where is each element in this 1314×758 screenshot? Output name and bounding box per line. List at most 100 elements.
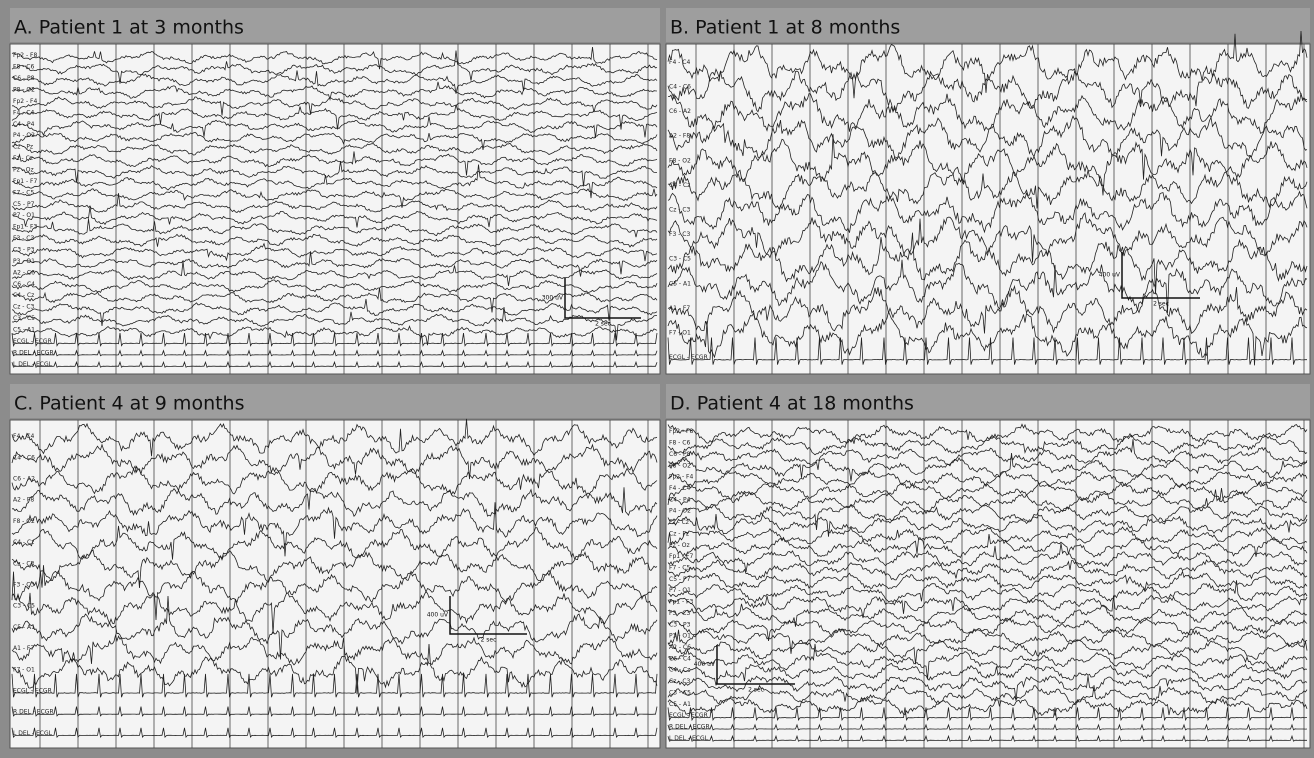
eeg-trace: [11, 727, 658, 739]
channel-label: C4 - Cz: [13, 292, 34, 299]
panel: C. Patient 4 at 9 months F4 - C4 C4 - C6 C6…: [9, 384, 661, 749]
eeg-trace: [667, 543, 1308, 573]
channel-label: C4 - P4: [13, 121, 35, 128]
scale-amplitude: 400 uV: [1099, 272, 1121, 279]
eeg-trace: [11, 164, 658, 199]
eeg-trace: [11, 325, 658, 346]
channel-label: C3 - C5: [669, 256, 691, 263]
scale-time: 2 sec: [595, 321, 611, 328]
channel-label: A1 - F7: [669, 305, 690, 312]
channel-label: Fp1 - F3: [669, 599, 694, 606]
eeg-trace: [11, 418, 658, 457]
eeg-trace: [667, 134, 1308, 196]
eeg-trace: [11, 116, 658, 139]
eeg-trace: [667, 232, 1308, 295]
eeg-trace: [11, 218, 658, 238]
eeg-trace: [11, 233, 658, 248]
eeg-trace: [667, 337, 1308, 365]
eeg-trace: [11, 333, 658, 347]
eeg-trace: [11, 46, 658, 70]
eeg-trace: [667, 310, 1308, 366]
channel-label: Fz - Cz: [13, 155, 33, 162]
channel-label: C5 - A1: [669, 701, 691, 708]
eeg-trace: [11, 50, 658, 84]
channel-label: F7 - O1: [13, 666, 35, 673]
channel-label: P3 - O1: [13, 258, 35, 265]
panel-title: D. Patient 4 at 18 months: [670, 393, 914, 415]
scale-time: 2 sec: [748, 687, 764, 694]
scale-bar: [716, 645, 795, 685]
channel-label: Pz - Oz: [13, 167, 34, 174]
channel-label: Fz - Cz: [669, 519, 689, 526]
channel-label: C4 - Cz: [669, 182, 690, 189]
channel-label: C6 - P8: [13, 75, 35, 82]
channel-label: C5 - P7: [669, 576, 691, 583]
channel-label: Cz - Pz: [13, 144, 33, 151]
eeg-trace: [667, 498, 1308, 531]
eeg-trace: [11, 151, 658, 176]
eeg-trace: [11, 287, 658, 313]
eeg-trace: [667, 30, 1308, 99]
eeg-trace: [11, 81, 658, 101]
eeg-trace: [11, 188, 658, 208]
scale-bar: [564, 278, 641, 319]
eeg-trace: [11, 193, 658, 213]
eeg-trace: [667, 580, 1308, 604]
eeg-trace: [667, 662, 1308, 686]
eeg-trace: [11, 595, 658, 660]
eeg-trace: [11, 349, 658, 357]
eeg-trace: [667, 570, 1308, 592]
eeg-trace: [11, 571, 658, 634]
channel-label: Fp1 - F7: [669, 553, 694, 560]
eeg-trace: [11, 502, 658, 557]
eeg-trace: [11, 525, 658, 561]
panel: A. Patient 1 at 3 months Fp2 - F8 F8 - C6 C…: [9, 8, 661, 375]
eeg-trace: [11, 487, 658, 517]
channel-label: P3 - O1: [669, 633, 691, 640]
eeg-trace: [667, 284, 1308, 334]
scale-time: 2 sec: [481, 637, 497, 644]
channel-label: C3 - P3: [669, 621, 691, 628]
eeg-trace: [11, 70, 658, 94]
eeg-trace: [667, 643, 1308, 680]
channel-label: L DEL - ECGL: [13, 730, 53, 737]
channel-label: C4 - Cz: [669, 667, 690, 674]
eeg-trace: [667, 65, 1308, 113]
channel-label: C5 - A1: [669, 280, 691, 287]
eeg-trace: [667, 452, 1308, 482]
scale-bar: [1121, 252, 1200, 299]
eeg-trace: [12, 96, 658, 116]
channel-label: Cz - C3: [13, 304, 35, 311]
channel-label: R DEL - ECGR: [13, 349, 54, 356]
eeg-trace: [11, 633, 658, 666]
channel-label: F3 - C3: [669, 231, 690, 238]
channel-label: F3 - C3: [13, 582, 34, 589]
channel-label: ECGL - ECGR: [669, 354, 708, 361]
eeg-trace: [667, 115, 1308, 160]
panel: D. Patient 4 at 18 months Fp2 - F8 F8 - C6…: [665, 384, 1311, 749]
channel-label: C5 - A1: [13, 624, 35, 631]
eeg-trace: [667, 628, 1308, 654]
eeg-trace: [667, 526, 1308, 546]
channel-label: P4 - O2: [669, 508, 691, 515]
eeg-trace: [667, 684, 1308, 705]
channel-label: C6 - C4: [669, 655, 691, 662]
eeg-trace: [11, 443, 658, 480]
panel-title: C. Patient 4 at 9 months: [14, 393, 245, 415]
channel-label: F8 - O2: [13, 518, 35, 525]
eeg-trace: [667, 675, 1308, 701]
channel-label: R DEL - ECGR: [669, 723, 710, 730]
eeg-trace: [667, 190, 1308, 234]
eeg-trace: [11, 131, 658, 151]
channel-label: Fp1 - F3: [13, 224, 38, 231]
trace-area: [9, 419, 661, 749]
eeg-trace: [667, 559, 1308, 581]
eeg-trace: [667, 639, 1308, 665]
eeg-trace: [667, 489, 1308, 513]
title-bar: [666, 384, 1310, 418]
channel-label: F7 - C5: [13, 189, 34, 196]
channel-label: C3 - C5: [13, 315, 35, 322]
channel-label: C4 - C6: [669, 83, 691, 90]
channel-label: C3 - C5: [13, 603, 35, 610]
channel-label: Fp1 - F7: [13, 178, 38, 185]
